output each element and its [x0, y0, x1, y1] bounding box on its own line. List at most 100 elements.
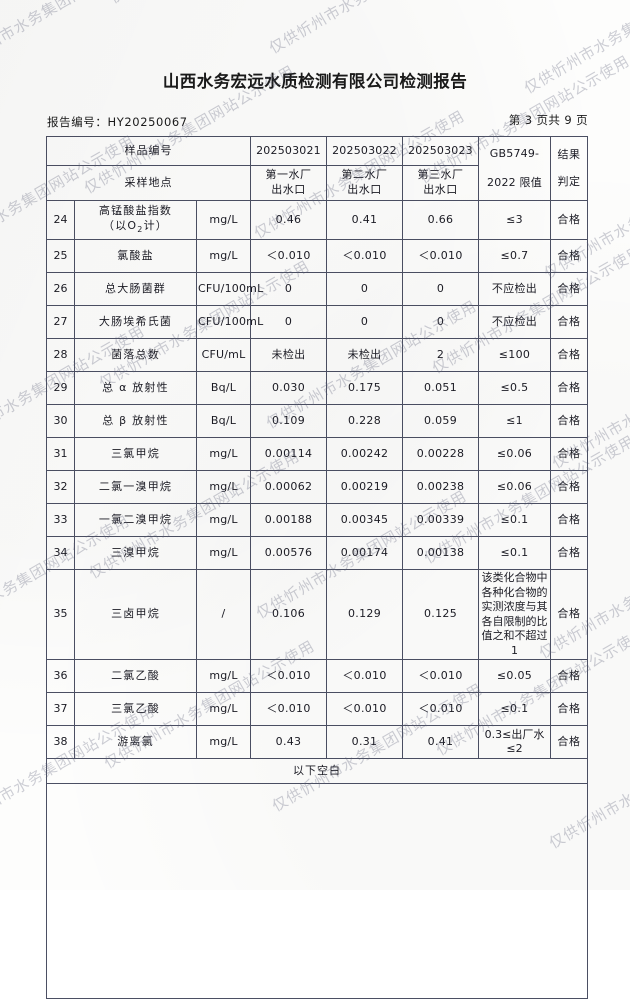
row-number: 33: [46, 503, 75, 537]
row-limit: ≤1: [478, 404, 551, 438]
row-value-sample2: ＜0.010: [326, 239, 403, 273]
row-value-sample1: 0.106: [250, 568, 327, 661]
row-unit: /: [196, 568, 251, 661]
table-row: 32 二氯一溴甲烷 mg/L 0.00062 0.00219 0.00238 ≤…: [46, 470, 588, 504]
header-standard-limit: GB5749- 2022 限值: [478, 136, 551, 201]
row-value-sample3: 0.00238: [402, 470, 479, 504]
watermark-text: 仅供忻州市水务集团网站公示使用: [265, 0, 483, 58]
row-item-name: 三卤甲烷: [74, 568, 197, 661]
header-row-sample-id: 样品编号 202503021 202503022 202503023 GB574…: [46, 136, 588, 201]
row-value-sample2: 0: [326, 272, 403, 306]
header-sampling-site-label: 采样地点: [46, 165, 251, 201]
row-limit: ≤0.1: [478, 692, 551, 727]
row-limit: ≤3: [478, 200, 551, 240]
watermark-text: 仅供忻州市水务集团网站公示使用: [0, 0, 158, 78]
row-value-sample1: 0.00114: [250, 437, 327, 471]
row-value-sample1: ＜0.010: [250, 659, 327, 694]
site-2-line1: 第二水厂: [341, 168, 388, 182]
row-unit: mg/L: [196, 503, 251, 537]
item-sub-post: 计）: [143, 218, 168, 232]
results-table-container: 样品编号 202503021 202503022 202503023 GB574…: [46, 136, 588, 999]
row-result: 合格: [550, 272, 588, 306]
row-value-sample3: ＜0.010: [402, 659, 479, 694]
row-value-sample1: 未检出: [250, 338, 327, 372]
row-item-name: 大肠埃希氏菌: [74, 305, 197, 339]
blank-area: [46, 783, 588, 999]
row-limit: ≤0.5: [478, 371, 551, 405]
item-sub-pre: （以O: [103, 218, 138, 232]
table-header: 样品编号 202503021 202503022 202503023 GB574…: [46, 136, 588, 201]
row-item-name: 三溴甲烷: [74, 536, 197, 570]
row-result: 合格: [550, 305, 588, 339]
row-value-sample3: 0.66: [402, 200, 479, 240]
row-value-sample1: 0.00062: [250, 470, 327, 504]
site-3-line1: 第三水厂: [417, 168, 464, 182]
row-number: 34: [46, 536, 75, 570]
row-result: 合格: [550, 725, 588, 760]
row-item-name: 三氯甲烷: [74, 437, 197, 471]
row-value-sample1: 0.00188: [250, 503, 327, 537]
blank-area-row: [46, 783, 588, 999]
row-unit: Bq/L: [196, 404, 251, 438]
row-number: 25: [46, 239, 75, 273]
row-value-sample3: 0: [402, 272, 479, 306]
site-1-line2: 出水口: [271, 183, 306, 196]
row-limit: ≤0.1: [478, 536, 551, 570]
row-unit: mg/L: [196, 437, 251, 471]
row-value-sample2: 0.175: [326, 371, 403, 405]
row-value-sample1: ＜0.010: [250, 239, 327, 273]
row-value-sample2: 0: [326, 305, 403, 339]
header-sample-id-2: 202503022: [326, 136, 403, 166]
table-row: 27 大肠埃希氏菌 CFU/100mL 0 0 0 不应检出 合格: [46, 305, 588, 339]
row-value-sample3: 0.125: [402, 568, 479, 661]
header-standard-line2: 2022 限值: [487, 175, 542, 189]
row-unit: CFU/100mL: [196, 272, 263, 306]
row-number: 29: [46, 371, 75, 405]
row-result: 合格: [550, 338, 588, 372]
row-limit: 不应检出: [478, 305, 551, 339]
header-result-line2: 判定: [557, 174, 581, 188]
row-result: 合格: [550, 536, 588, 570]
row-value-sample3: 0.00138: [402, 536, 479, 570]
row-item-name: 一氯二溴甲烷: [74, 503, 197, 537]
row-value-sample2: ＜0.010: [326, 692, 403, 727]
table-row: 37 三氯乙酸 mg/L ＜0.010 ＜0.010 ＜0.010 ≤0.1 合…: [46, 692, 588, 727]
header-sample-id-1: 202503021: [250, 136, 327, 166]
row-value-sample2: 0.00174: [326, 536, 403, 570]
row-result: 合格: [550, 404, 588, 438]
watermark-text: 仅供忻州市水务集团网站公示使用: [105, 0, 323, 8]
row-unit: mg/L: [196, 536, 251, 570]
row-value-sample3: 0.00339: [402, 503, 479, 537]
table-row: 25 氯酸盐 mg/L ＜0.010 ＜0.010 ＜0.010 ≤0.7 合格: [46, 239, 588, 273]
row-result: 合格: [550, 568, 588, 661]
page-indicator: 第 3 页共 9 页: [508, 113, 588, 127]
table-row: 38 游离氯 mg/L 0.43 0.31 0.41 0.3≤出厂水≤2 合格: [46, 725, 588, 760]
row-limit: 不应检出: [478, 272, 551, 306]
table-row: 35 三卤甲烷 / 0.106 0.129 0.125 该类化合物中各种化合物的…: [46, 568, 588, 661]
row-value-sample2: 0.31: [326, 725, 403, 760]
item-sub-line: （以O2计）: [76, 219, 195, 236]
item-main-line: 高锰酸盐指数: [98, 204, 173, 218]
header-sample-id-label: 样品编号: [46, 136, 251, 166]
row-number: 28: [46, 338, 75, 372]
row-limit: 0.3≤出厂水≤2: [478, 725, 551, 760]
row-number: 38: [46, 725, 75, 760]
table-row: 33 一氯二溴甲烷 mg/L 0.00188 0.00345 0.00339 ≤…: [46, 503, 588, 537]
row-value-sample3: 0.41: [402, 725, 479, 760]
row-limit: 该类化合物中各种化合物的实测浓度与其各自限制的比值之和不超过1: [478, 568, 551, 661]
row-value-sample2: 0.41: [326, 200, 403, 240]
report-number: 报告编号：HY20250067: [47, 114, 188, 130]
row-value-sample1: 0.109: [250, 404, 327, 438]
row-value-sample3: 0.00228: [402, 437, 479, 471]
table-row: 29 总 α 放射性 Bq/L 0.030 0.175 0.051 ≤0.5 合…: [46, 371, 588, 405]
table-body: 24 高锰酸盐指数 （以O2计） mg/L 0.46 0.41 0.66 ≤3 …: [46, 200, 588, 999]
blank-note-row: 以下空白: [46, 758, 588, 785]
table-row: 34 三溴甲烷 mg/L 0.00576 0.00174 0.00138 ≤0.…: [46, 536, 588, 570]
row-value-sample3: ＜0.010: [402, 692, 479, 727]
blank-note-text: 以下空白: [46, 758, 588, 785]
row-limit: ≤0.1: [478, 503, 551, 537]
table-row: 36 二氯乙酸 mg/L ＜0.010 ＜0.010 ＜0.010 ≤0.05 …: [46, 659, 588, 694]
row-number: 35: [46, 568, 75, 661]
site-2-line2: 出水口: [347, 183, 382, 196]
